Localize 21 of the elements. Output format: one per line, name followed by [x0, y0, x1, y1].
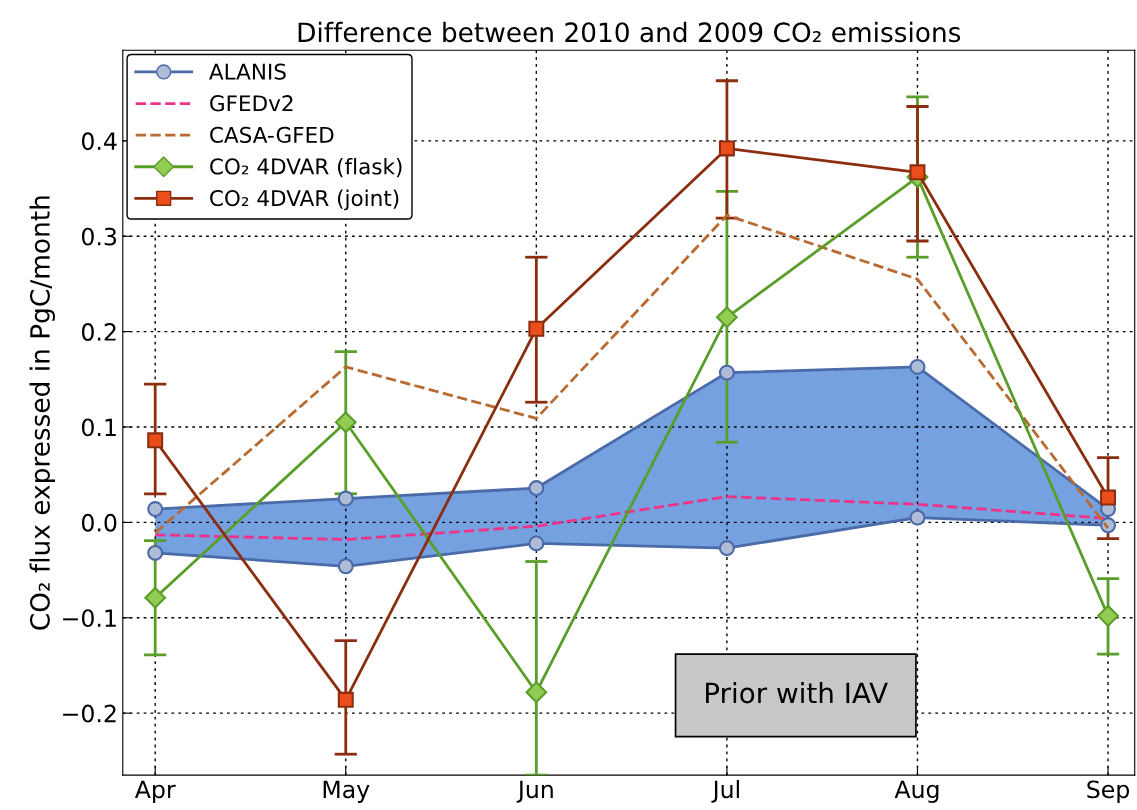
y-tick-label: 0.4	[81, 132, 117, 151]
x-tick-label: Jul	[711, 780, 739, 803]
annotation: Prior with IAV	[706, 681, 888, 704]
y-tick-label: 0.0	[81, 513, 117, 532]
y-axis-title: CO₂ flux expressed in PgC/month	[29, 196, 56, 630]
y-tick-label: 0.2	[81, 323, 116, 341]
y-tick-label: −0.2	[63, 704, 116, 723]
legend-label: CO₂ 4DVAR (joint)	[210, 189, 399, 211]
x-tick-label: Apr	[134, 780, 176, 803]
y-tick-label: 0.3	[81, 227, 117, 246]
legend-label: GFEDv2	[210, 95, 293, 112]
x-tick-label: Aug	[894, 780, 939, 803]
x-tick-label: Sep	[1087, 780, 1129, 803]
chart-title: Difference between 2010 and 2009 CO₂ emissions	[298, 21, 961, 43]
legend-label: CO₂ 4DVAR (flask)	[210, 157, 402, 178]
x-tick-label: May	[323, 780, 370, 803]
legend-label: CASA-GFED	[210, 126, 334, 143]
y-tick-label: 0.1	[81, 418, 116, 437]
y-tick-label: −0.1	[63, 609, 116, 628]
x-tick-label: Jun	[516, 780, 553, 803]
legend-label: ALANIS	[209, 63, 286, 80]
